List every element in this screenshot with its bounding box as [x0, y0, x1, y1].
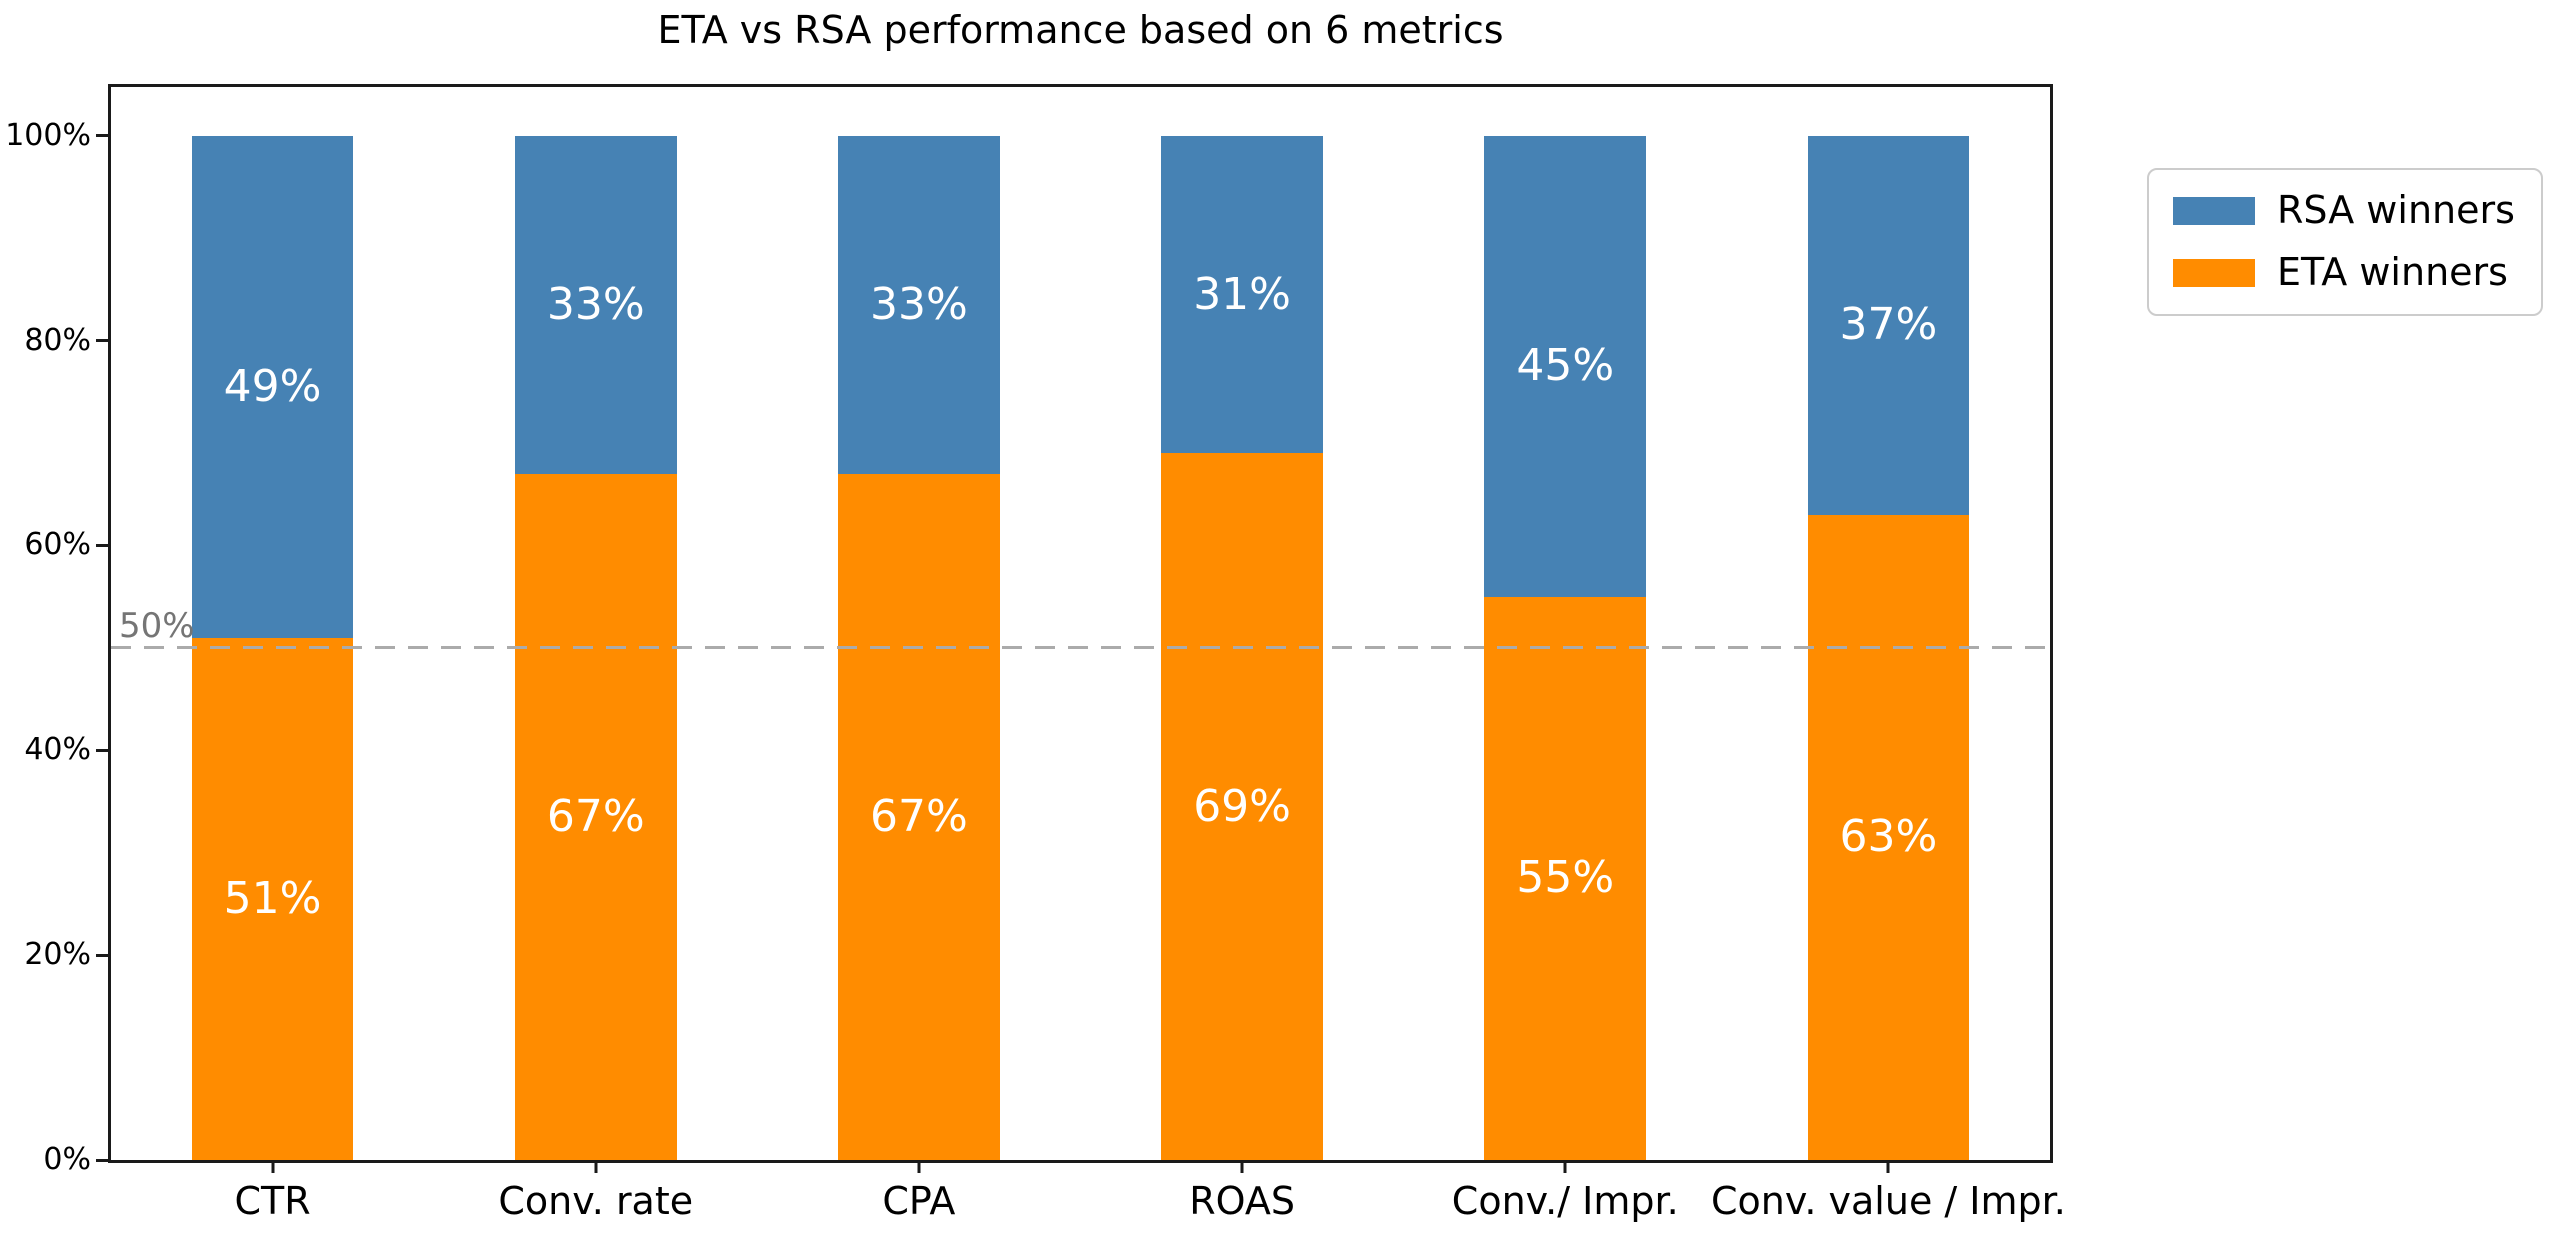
- x-tick-mark: [594, 1160, 598, 1173]
- y-tick-label: 80%: [24, 322, 91, 358]
- eta-segment: 69%: [1161, 453, 1323, 1160]
- stacked-bar: 31% 69%: [1161, 135, 1323, 1160]
- x-tick-mark: [271, 1160, 275, 1173]
- rsa-segment: 49%: [191, 135, 354, 638]
- x-tick-label: Conv./ Impr.: [1451, 1179, 1679, 1223]
- y-tick-label: 60%: [24, 527, 91, 563]
- segment-value-label: 45%: [1516, 340, 1615, 392]
- eta-segment: 67%: [514, 473, 677, 1160]
- segment-value-label: 67%: [546, 790, 645, 842]
- bar-slot: 31% 69%: [1081, 87, 1404, 1160]
- y-tick-mark: [96, 134, 109, 138]
- segment-value-label: 67%: [870, 790, 968, 842]
- eta-segment: 55%: [1484, 596, 1647, 1160]
- bar-slot: 49% 51%: [111, 87, 434, 1160]
- x-tick-mark: [1886, 1160, 1890, 1173]
- segment-value-label: 33%: [546, 278, 645, 330]
- stacked-bar: 33% 67%: [838, 135, 1000, 1160]
- bar-slot: 37% 63%: [1727, 87, 2050, 1160]
- eta-segment: 51%: [191, 637, 354, 1160]
- rsa-segment: 31%: [1161, 135, 1323, 454]
- y-tick-label: 0%: [43, 1142, 91, 1177]
- segment-value-label: 69%: [1193, 780, 1291, 832]
- bar-slot: 33% 67%: [434, 87, 757, 1160]
- chart-title: ETA vs RSA performance based on 6 metric…: [657, 8, 1504, 52]
- x-tick-mark: [917, 1160, 921, 1173]
- y-tick-label: 100%: [5, 117, 91, 153]
- rsa-segment: 45%: [1484, 135, 1647, 597]
- y-tick-mark: [96, 748, 109, 752]
- eta-segment: 63%: [1807, 514, 1970, 1160]
- x-tick-label: Conv. value / Impr.: [1710, 1179, 2066, 1223]
- segment-value-label: 49%: [223, 360, 322, 412]
- legend: RSA winners ETA winners: [2147, 168, 2543, 316]
- y-tick-label: 40%: [24, 732, 91, 768]
- x-tick-label: ROAS: [1189, 1179, 1295, 1223]
- stacked-bar: 37% 63%: [1807, 135, 1970, 1160]
- y-tick-mark: [96, 543, 109, 547]
- rsa-segment: 33%: [514, 135, 677, 474]
- eta-swatch: [2173, 258, 2255, 287]
- segment-value-label: 33%: [870, 278, 968, 330]
- eta-segment: 67%: [838, 473, 1000, 1160]
- rsa-segment: 37%: [1807, 135, 1970, 515]
- segment-value-label: 37%: [1839, 299, 1938, 351]
- legend-item-rsa: RSA winners: [2173, 188, 2517, 232]
- legend-label-rsa: RSA winners: [2277, 188, 2515, 232]
- rsa-segment: 33%: [838, 135, 1000, 474]
- x-tick-mark: [1240, 1160, 1244, 1173]
- plot-area: 49% 51% 33% 67% 33% 67% 31% 69% 45% 55% 37% 63% 50%…: [5, 84, 2066, 1220]
- reference-line-50pct: 50%: [111, 609, 2050, 650]
- y-tick-mark: [96, 1158, 109, 1162]
- bar-slot: 33% 67%: [757, 87, 1080, 1160]
- rsa-swatch: [2173, 196, 2255, 225]
- stacked-bar: 49% 51%: [191, 135, 354, 1160]
- legend-label-eta: ETA winners: [2277, 249, 2508, 294]
- stacked-bar: 45% 55%: [1484, 135, 1647, 1160]
- y-tick-mark: [96, 339, 109, 343]
- segment-value-label: 55%: [1516, 852, 1615, 904]
- segment-value-label: 31%: [1193, 268, 1291, 320]
- x-tick-label: CTR: [234, 1179, 311, 1223]
- segment-value-label: 51%: [223, 872, 322, 924]
- x-tick-mark: [1563, 1160, 1567, 1173]
- segment-value-label: 63%: [1839, 811, 1938, 863]
- x-tick-label: CPA: [882, 1179, 956, 1223]
- stacked-bar: 33% 67%: [514, 135, 677, 1160]
- reference-line-label: 50%: [119, 606, 195, 647]
- legend-item-eta: ETA winners: [2173, 249, 2517, 294]
- x-tick-label: Conv. rate: [498, 1179, 694, 1223]
- bar-slot: 45% 55%: [1404, 87, 1727, 1160]
- y-tick-mark: [96, 953, 109, 957]
- bars-layer: 49% 51% 33% 67% 33% 67% 31% 69% 45% 55% 37% 63%: [111, 87, 2050, 1160]
- y-tick-label: 20%: [24, 937, 91, 973]
